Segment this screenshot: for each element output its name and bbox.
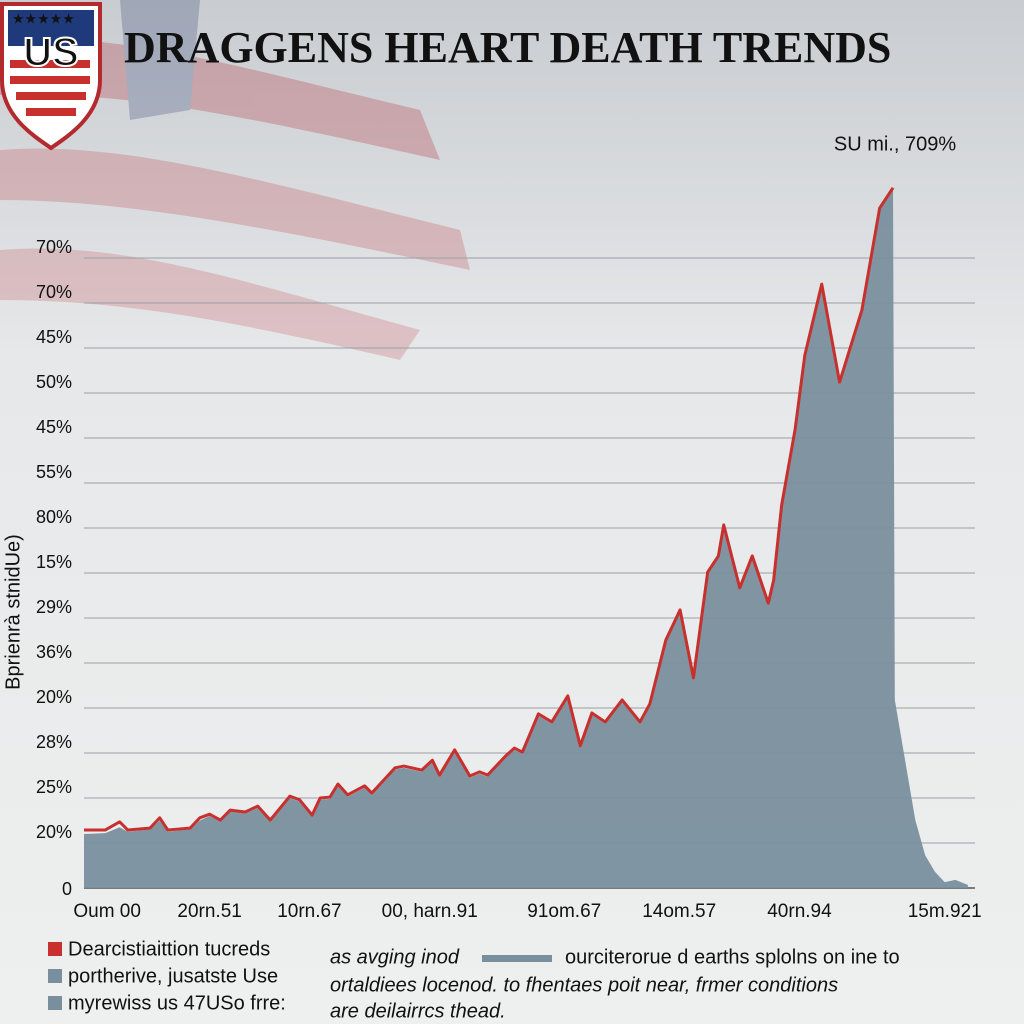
note: are deilairrcs thead. (330, 1000, 506, 1022)
note-swatch (482, 955, 552, 962)
logo: ★★★★★ US (0, 2, 102, 151)
y-tick-label: 15% (36, 552, 72, 572)
annotation: SU mi., 709% (834, 133, 956, 155)
line (84, 186, 895, 832)
svg-text:★★★★★: ★★★★★ (12, 11, 75, 27)
y-tick-label: 20% (36, 687, 72, 707)
legend-label: Dearcistiaittion tucreds (68, 938, 270, 960)
chart-title: DRAGGENS HEART DEATH TRENDS (124, 23, 891, 72)
y-axis-label: Bprienrà stnidUe) (2, 534, 24, 690)
y-tick-label: 50% (36, 372, 72, 392)
note: as avging inod (330, 946, 460, 968)
area (84, 189, 968, 889)
y-tick-label: 45% (36, 327, 72, 347)
y-tick-label: 25% (36, 777, 72, 797)
legend-label: myrewiss us 47USo frre: (68, 992, 286, 1014)
x-tick-label: 00, harn.91 (382, 901, 478, 922)
legend-swatch (48, 969, 62, 983)
x-tick-label: 20rn.51 (177, 901, 241, 922)
x-tick-label: 91om.67 (527, 901, 601, 922)
y-tick-label: 55% (36, 462, 72, 482)
x-tick-label: 14om.57 (642, 901, 716, 922)
x-tick-label: Oum 00 (73, 901, 141, 922)
x-tick-label: 40rn.94 (767, 901, 832, 922)
plot: 0 20% 25% 28% 20% 36% 29% 15% 80% 55% 45% 50% 45% 70%… (36, 186, 982, 922)
svg-text:US: US (23, 31, 79, 75)
y-tick-label: 70% (36, 237, 72, 257)
flag-backdrop (0, 0, 470, 360)
y-tick-label: 0 (62, 879, 72, 899)
note: ourciterorue d earths splolns on ine to (565, 946, 900, 968)
y-tick-label: 20% (36, 822, 72, 842)
y-tick-label: 70% (36, 282, 72, 302)
x-tick-label: 10rn.67 (277, 901, 341, 922)
y-tick-label: 29% (36, 597, 72, 617)
y-tick-label: 80% (36, 507, 72, 527)
legend-swatch (48, 996, 62, 1010)
y-tick-label: 36% (36, 642, 72, 662)
x-tick-label: 15m.921 (908, 901, 982, 922)
y-tick-label: 28% (36, 732, 72, 752)
note: ortaldiees locenod. to fhentaes poit nea… (330, 974, 838, 996)
legend-swatch (48, 942, 62, 956)
legend-label: portherive, jusatste Use (68, 965, 278, 987)
y-tick-label: 45% (36, 417, 72, 437)
